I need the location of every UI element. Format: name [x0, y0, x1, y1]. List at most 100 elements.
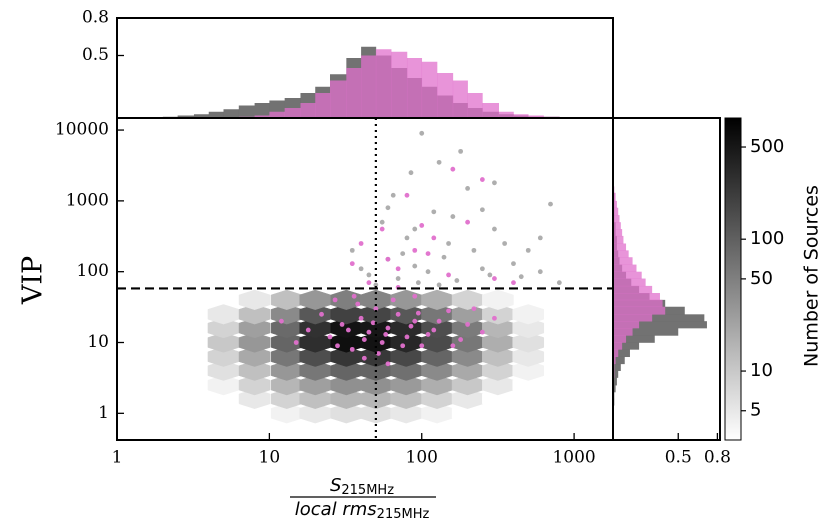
histogram-bar [613, 250, 629, 258]
scatter-point [366, 329, 372, 335]
scatter-point [412, 226, 418, 232]
x-tick-label: 1000 [552, 448, 595, 468]
scatter-point [492, 180, 497, 186]
x-tick-label: 10 [259, 448, 281, 468]
scatter-point [390, 297, 396, 303]
histogram-bar [613, 285, 653, 294]
scatter-point [408, 323, 414, 329]
histogram-bar [613, 271, 642, 279]
scatter-point [431, 209, 437, 215]
hex-cell [238, 317, 271, 339]
histogram-bar [421, 61, 438, 118]
scatter-point [390, 192, 396, 198]
scatter-point [458, 337, 464, 342]
histogram-bar [613, 207, 619, 216]
x-label-numerator-sub: 215MHz [341, 483, 394, 498]
y-tick-label: 1 [98, 403, 109, 423]
scatter-point [419, 343, 425, 349]
histogram-bar [613, 278, 646, 287]
histogram-bar [208, 111, 224, 118]
scatter-point [441, 254, 447, 260]
scatter-point [436, 282, 442, 288]
scatter-point [379, 340, 385, 345]
scatter-point [400, 343, 406, 349]
histogram-bar [613, 321, 640, 329]
y-tick-label: 100 [77, 261, 109, 281]
histogram-bar [467, 93, 483, 118]
histogram-bar [613, 293, 660, 301]
scatter-point [436, 159, 442, 165]
histogram-bar [482, 103, 500, 118]
scatter-point [404, 192, 410, 198]
histogram-bar [613, 243, 627, 251]
scatter-point [431, 327, 437, 333]
hex-cell [207, 304, 240, 325]
histogram-bar [361, 55, 377, 118]
histogram-bar [613, 363, 621, 371]
scatter-point [404, 235, 410, 241]
histogram-bar [613, 377, 617, 386]
scatter-point [404, 334, 410, 340]
scatter-point [339, 322, 345, 327]
scatter-point [431, 235, 437, 241]
scatter-point [419, 130, 425, 136]
scatter-point [373, 306, 379, 312]
scatter-point [537, 269, 543, 275]
hex-cell [451, 403, 484, 424]
scatter-point [305, 327, 311, 333]
histogram-bar [613, 342, 623, 350]
histogram-bar [613, 328, 679, 336]
scatter-point [479, 177, 485, 182]
histogram-bar [254, 115, 270, 118]
scatter-point [537, 235, 543, 241]
hex-cell [512, 375, 545, 396]
x-label-denominator-text: local rms [295, 499, 377, 520]
histogram-bar [315, 93, 331, 118]
scatter-point [385, 256, 391, 262]
histogram-bar [238, 105, 255, 118]
histogram-bar [346, 68, 362, 118]
scatter-point [358, 241, 364, 246]
scatter-point [400, 251, 406, 257]
hex-cell [512, 360, 545, 381]
histogram-bar [193, 114, 210, 118]
scatter-point [395, 266, 401, 272]
histogram-bar [613, 306, 666, 315]
scatter-point [419, 223, 425, 228]
right-axes-frame [612, 117, 721, 441]
scatter-point [335, 343, 340, 349]
x-label-numerator-text: S [330, 475, 341, 496]
scatter-point [385, 205, 391, 211]
x-tick-label: 0.5 [665, 448, 692, 468]
scatter-point [425, 332, 431, 337]
histogram-bar [613, 370, 619, 378]
scatter-point [465, 219, 471, 225]
scatter-point [492, 315, 497, 321]
scatter-point [319, 311, 324, 317]
scatter-point [395, 311, 401, 317]
histogram-bar [613, 328, 633, 336]
histogram-bar [300, 103, 316, 118]
scatter-point [332, 297, 338, 303]
y-tick-label: 1000 [66, 190, 109, 210]
histogram-bar [613, 215, 620, 223]
histogram-bar [254, 103, 270, 118]
scatter-point [487, 272, 493, 278]
histogram-bar [330, 80, 347, 118]
histogram-bar [613, 335, 627, 343]
scatter-point [412, 247, 418, 253]
histogram-bar [223, 109, 240, 118]
x-label-denominator: local rms215MHz [295, 499, 430, 522]
scatter-point [446, 308, 451, 314]
scatter-point [361, 355, 367, 361]
hex-cell [421, 289, 453, 310]
scatter-point [479, 207, 485, 213]
colorbar-tick-label: 5 [750, 400, 761, 421]
scatter-point [471, 247, 477, 253]
scatter-point [412, 293, 418, 299]
y-tick-label: 0.5 [82, 45, 109, 65]
histogram-bar [613, 299, 663, 308]
hex-cell [512, 304, 545, 325]
hex-cell [512, 317, 545, 339]
